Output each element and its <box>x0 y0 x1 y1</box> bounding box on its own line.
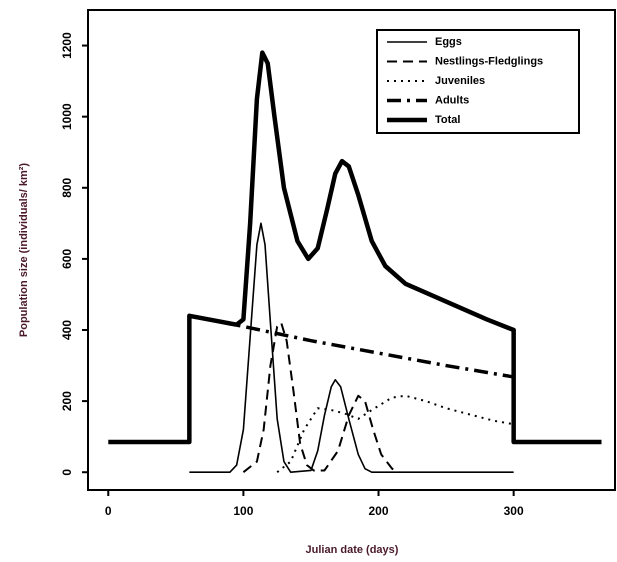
series-line <box>189 314 514 379</box>
y-tick-label: 1000 <box>60 103 74 130</box>
x-tick-label: 200 <box>369 504 389 518</box>
y-tick-label: 400 <box>60 320 74 340</box>
y-tick-label: 600 <box>60 249 74 269</box>
x-tick-label: 100 <box>233 504 253 518</box>
legend-label: Total <box>435 114 460 126</box>
x-tick-label: 0 <box>105 504 112 518</box>
y-tick-label: 0 <box>60 469 74 476</box>
series-line <box>242 321 400 474</box>
x-axis-label: Julian date (days) <box>306 544 399 556</box>
y-tick-label: 800 <box>60 177 74 197</box>
series-line <box>189 222 514 474</box>
legend-label: Juveniles <box>435 75 485 87</box>
legend-label: Nestlings-Fledglings <box>435 55 543 67</box>
y-tick-label: 1200 <box>60 32 74 59</box>
series-line <box>108 50 602 445</box>
y-tick-label: 200 <box>60 391 74 411</box>
plot-frame <box>87 9 616 491</box>
y-axis-label: Population size (individuals/ km²) <box>18 163 30 338</box>
series-line <box>276 394 514 474</box>
legend-label: Adults <box>435 94 469 106</box>
legend-box <box>376 29 580 134</box>
x-tick-label: 300 <box>504 504 524 518</box>
legend-label: Eggs <box>435 36 462 48</box>
